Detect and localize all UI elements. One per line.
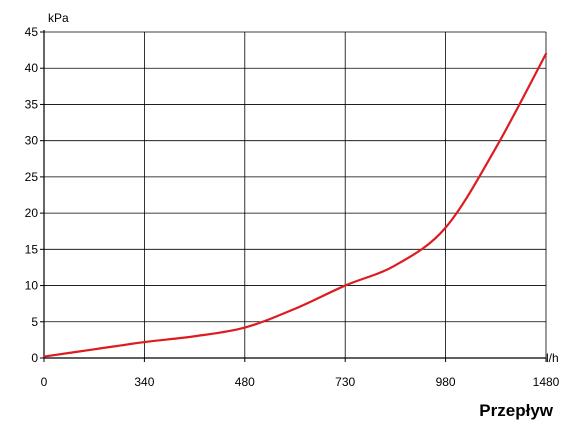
y-tick-label: 5 — [31, 315, 38, 329]
x-axis-title: Przepływ — [479, 401, 553, 420]
y-tick-label: 30 — [25, 134, 39, 148]
series-line — [44, 54, 546, 357]
y-tick-labels: 0 5 10 15 20 25 30 35 40 45 — [25, 25, 39, 365]
y-tick-label: 0 — [31, 351, 38, 365]
x-tick-labels: 0 340 480 730 980 1480 — [41, 375, 560, 389]
x-tick-label: 730 — [335, 375, 355, 389]
y-tick-label: 45 — [25, 25, 39, 39]
x-tick-label: 980 — [436, 375, 456, 389]
x-tick-label: 480 — [235, 375, 255, 389]
y-tick-label: 35 — [25, 97, 39, 111]
x-unit-label: l/h — [546, 351, 559, 365]
axes — [40, 30, 546, 362]
y-unit-label: kPa — [48, 11, 69, 25]
y-tick-label: 10 — [25, 279, 39, 293]
y-tick-label: 25 — [25, 170, 39, 184]
y-tick-label: 40 — [25, 61, 39, 75]
x-tick-label: 0 — [41, 375, 48, 389]
x-tick-label: 1480 — [533, 375, 560, 389]
y-tick-label: 20 — [25, 206, 39, 220]
y-tick-label: 15 — [25, 242, 39, 256]
x-tick-label: 340 — [134, 375, 154, 389]
